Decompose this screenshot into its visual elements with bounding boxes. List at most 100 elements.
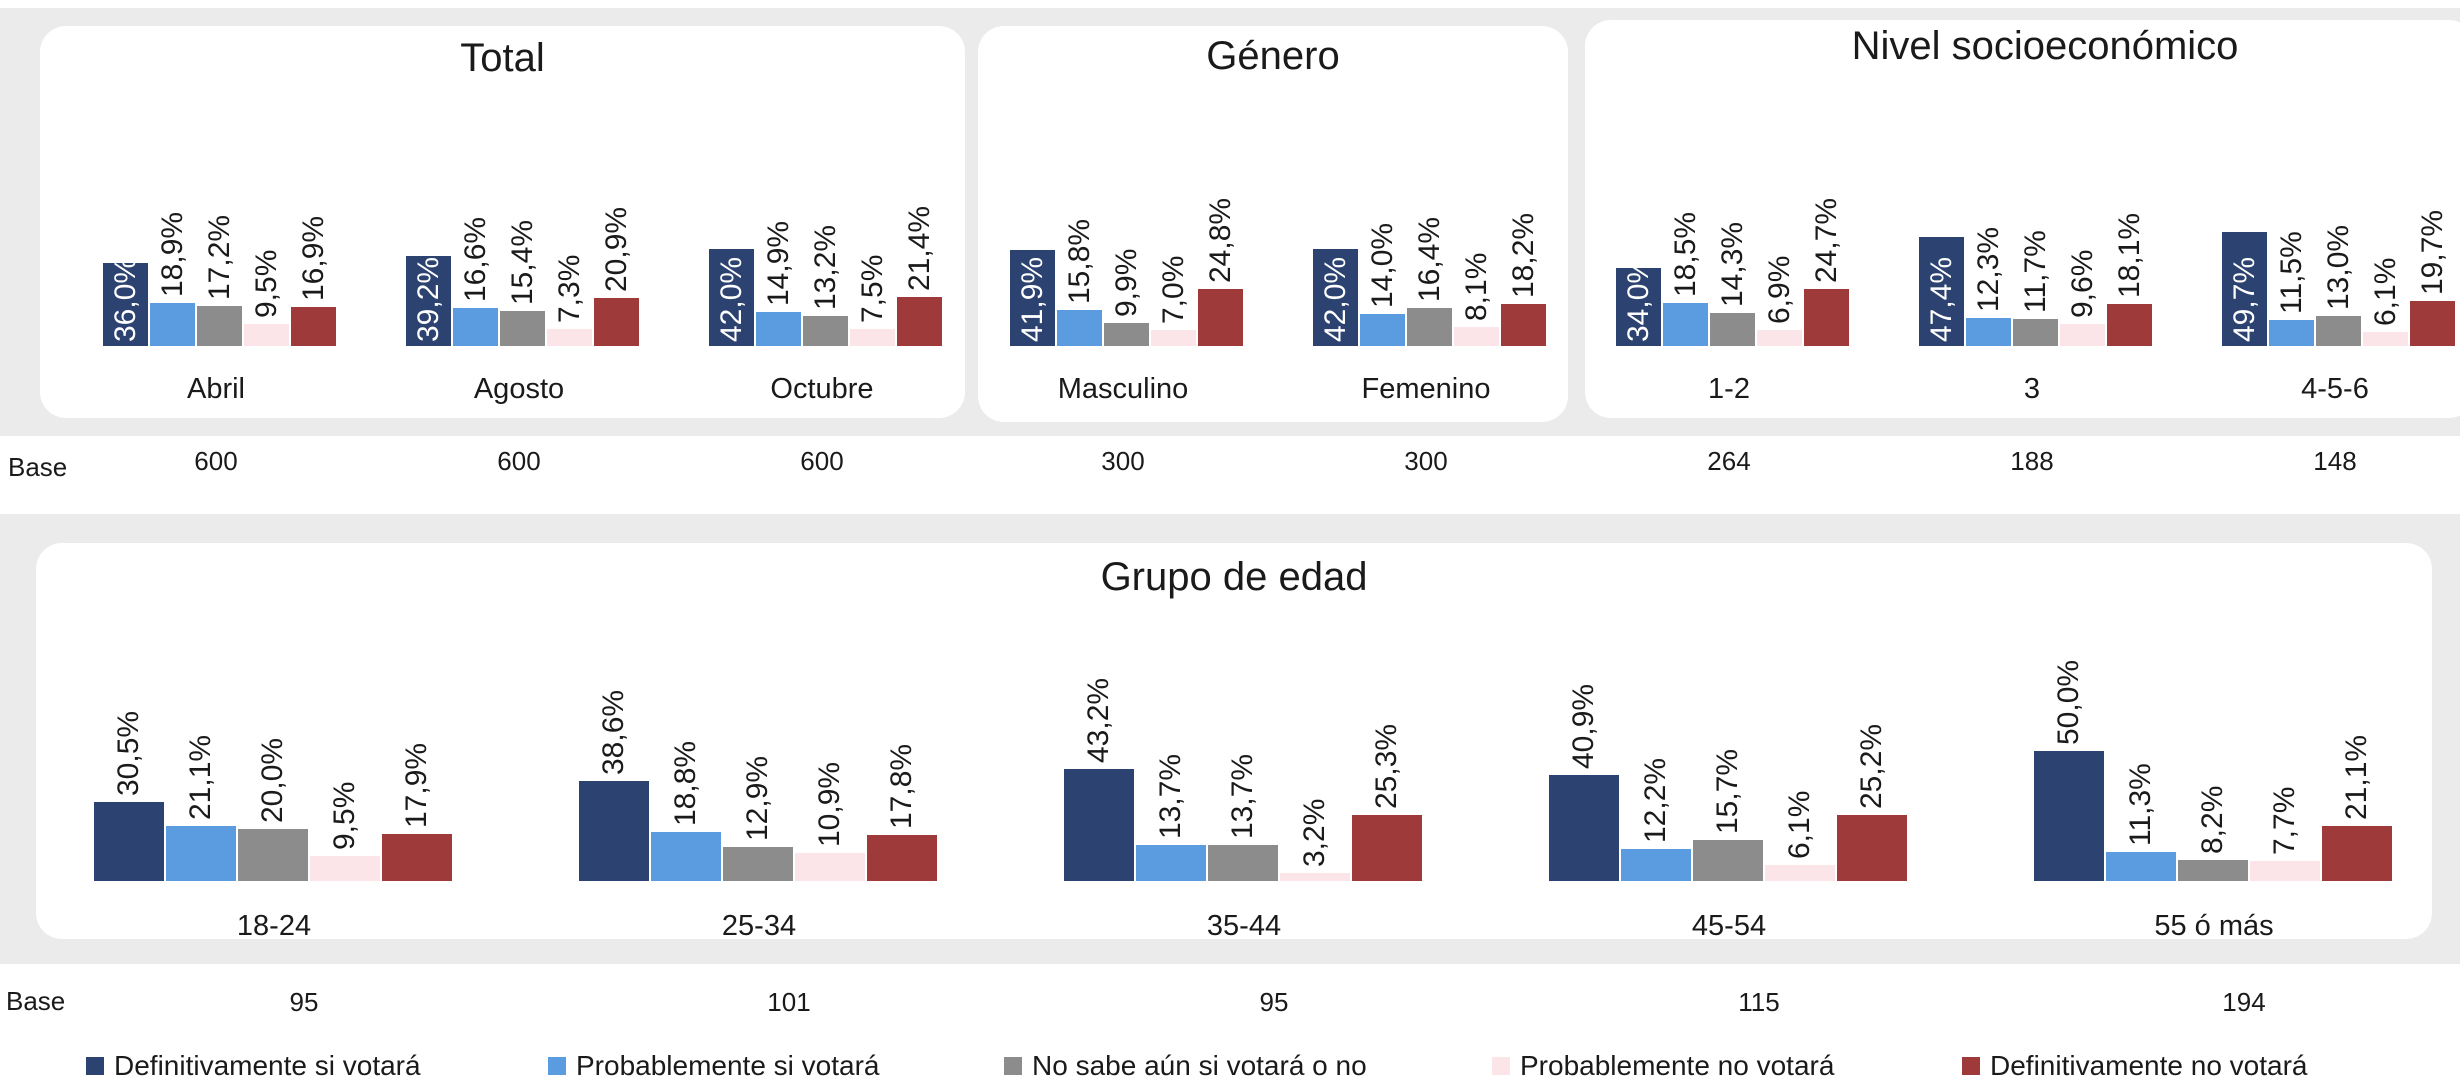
data-label-0-1-4: 20,9% [599, 206, 633, 292]
category-label-0-2: Octubre [770, 373, 874, 405]
legend-item-prob-no: Probablemente no votará [1492, 1050, 1834, 1082]
data-label-2-0-0: 34,0% [1621, 256, 1655, 342]
data-label-1-0-2: 9,9% [1109, 248, 1143, 318]
base-value-3-4: 194 [2222, 987, 2266, 1017]
data-label-0-1-1: 16,6% [458, 216, 492, 302]
data-label-0-0-3: 9,5% [249, 249, 283, 319]
data-label-3-2-0: 43,2% [1082, 677, 1115, 763]
data-label-2-2-2: 13,0% [2321, 225, 2355, 311]
bar-2-2-0 [2222, 231, 2267, 346]
base-value-1-1: 300 [1404, 446, 1448, 476]
data-label-0-0-0: 36,0% [108, 256, 142, 342]
total-card: Total [40, 26, 965, 418]
bar-3-0-3 [310, 856, 380, 881]
base-value-3-1: 101 [767, 987, 811, 1017]
bar-3-4-4 [2322, 826, 2392, 881]
base-value-3-3: 115 [1738, 987, 1780, 1017]
data-label-1-0-0: 41,9% [1015, 256, 1049, 342]
data-label-3-4-4: 21,1% [2340, 735, 2373, 821]
data-label-0-2-4: 21,4% [902, 205, 936, 291]
bar-2-1-3 [2060, 323, 2105, 346]
data-label-1-1-3: 8,1% [1459, 252, 1493, 322]
bar-0-1-0 [406, 255, 451, 346]
data-label-3-0-2: 20,0% [256, 737, 289, 823]
bar-0-0-1 [150, 302, 195, 346]
bar-3-3-3 [1765, 865, 1835, 881]
category-label-3-2: 35-44 [1206, 910, 1282, 942]
data-label-3-3-1: 12,2% [1639, 758, 1672, 844]
data-label-3-1-4: 17,8% [885, 743, 918, 829]
bar-1-0-3 [1151, 329, 1196, 346]
bar-1-0-2 [1104, 323, 1149, 346]
data-label-3-4-2: 8,2% [2196, 785, 2229, 854]
bar-1-1-2 [1407, 308, 1452, 346]
bar-2-1-0 [1919, 236, 1964, 346]
category-label-2-0: 1-2 [1708, 373, 1750, 405]
data-label-3-3-0: 40,9% [1567, 683, 1600, 769]
data-label-2-0-3: 6,9% [1762, 255, 1796, 325]
bar-0-1-2 [500, 310, 545, 346]
bar-3-4-1 [2106, 851, 2176, 881]
bar-3-1-2 [723, 847, 793, 881]
data-label-0-1-2: 15,4% [505, 219, 539, 305]
bar-3-1-0 [579, 780, 649, 881]
bar-2-0-3 [1757, 330, 1802, 346]
bar-0-0-4 [291, 307, 336, 346]
bar-2-0-2 [1710, 313, 1755, 346]
base-value-2-2: 148 [2313, 446, 2357, 476]
bar-3-0-4 [382, 834, 452, 881]
bar-0-1-4 [594, 297, 639, 346]
data-label-2-2-3: 6,1% [2368, 257, 2402, 326]
data-label-2-1-2: 11,7% [2018, 230, 2052, 314]
data-label-2-1-0: 47,4% [1924, 256, 1958, 342]
legend: Definitivamente si votará Probablemente … [0, 1050, 2460, 1082]
data-label-1-1-4: 18,2% [1506, 213, 1540, 299]
bar-3-1-3 [795, 852, 865, 881]
data-label-2-1-3: 9,6% [2065, 249, 2099, 318]
bar-3-2-4 [1352, 815, 1422, 881]
legend-item-def-no: Definitivamente no votará [1962, 1050, 2308, 1082]
data-label-2-0-2: 14,3% [1715, 222, 1749, 308]
bar-3-3-0 [1549, 774, 1619, 881]
legend-swatch-def-si [86, 1057, 104, 1075]
base-value-0-1: 600 [497, 446, 541, 476]
data-label-3-1-0: 38,6% [597, 689, 630, 775]
legend-label-prob-si: Probablemente si votará [576, 1050, 880, 1081]
data-label-1-0-1: 15,8% [1062, 218, 1096, 304]
bar-2-2-3 [2363, 331, 2408, 346]
bar-0-2-1 [756, 311, 801, 346]
legend-swatch-prob-si [548, 1057, 566, 1075]
bar-0-2-2 [803, 315, 848, 346]
data-label-3-1-3: 10,9% [813, 761, 846, 847]
legend-item-no-sabe: No sabe aún si votará o no [1004, 1050, 1367, 1082]
data-label-2-0-4: 24,7% [1809, 198, 1843, 284]
data-label-3-2-2: 13,7% [1226, 754, 1259, 840]
bar-0-1-1 [453, 307, 498, 346]
bar-0-0-2 [197, 306, 242, 346]
data-label-0-0-4: 16,9% [296, 216, 330, 302]
bar-0-2-3 [850, 328, 895, 346]
data-label-2-2-4: 19,7% [2415, 209, 2449, 295]
bar-0-0-0 [103, 263, 148, 346]
bar-3-0-0 [94, 801, 164, 881]
total-title: Total [460, 36, 545, 80]
category-label-2-2: 4-5-6 [2301, 373, 2369, 405]
category-label-3-1: 25-34 [721, 910, 797, 942]
bar-2-1-4 [2107, 304, 2152, 346]
bar-3-0-1 [166, 826, 236, 881]
legend-swatch-def-no [1962, 1057, 1980, 1075]
bar-3-2-0 [1064, 768, 1134, 881]
data-label-2-1-4: 18,1% [2112, 213, 2146, 299]
category-label-1-1: Femenino [1361, 373, 1491, 405]
bar-2-2-1 [2269, 319, 2314, 346]
bar-2-1-1 [1966, 317, 2011, 346]
legend-label-def-si: Definitivamente si votará [114, 1050, 421, 1081]
legend-item-prob-si: Probablemente si votará [548, 1050, 880, 1082]
data-label-3-0-4: 17,9% [400, 743, 433, 829]
base-value-0-0: 600 [194, 446, 238, 476]
bar-3-2-1 [1136, 845, 1206, 881]
bar-2-0-4 [1804, 289, 1849, 346]
bar-0-1-3 [547, 329, 592, 346]
bar-2-2-4 [2410, 300, 2455, 346]
bar-3-3-1 [1621, 849, 1691, 881]
